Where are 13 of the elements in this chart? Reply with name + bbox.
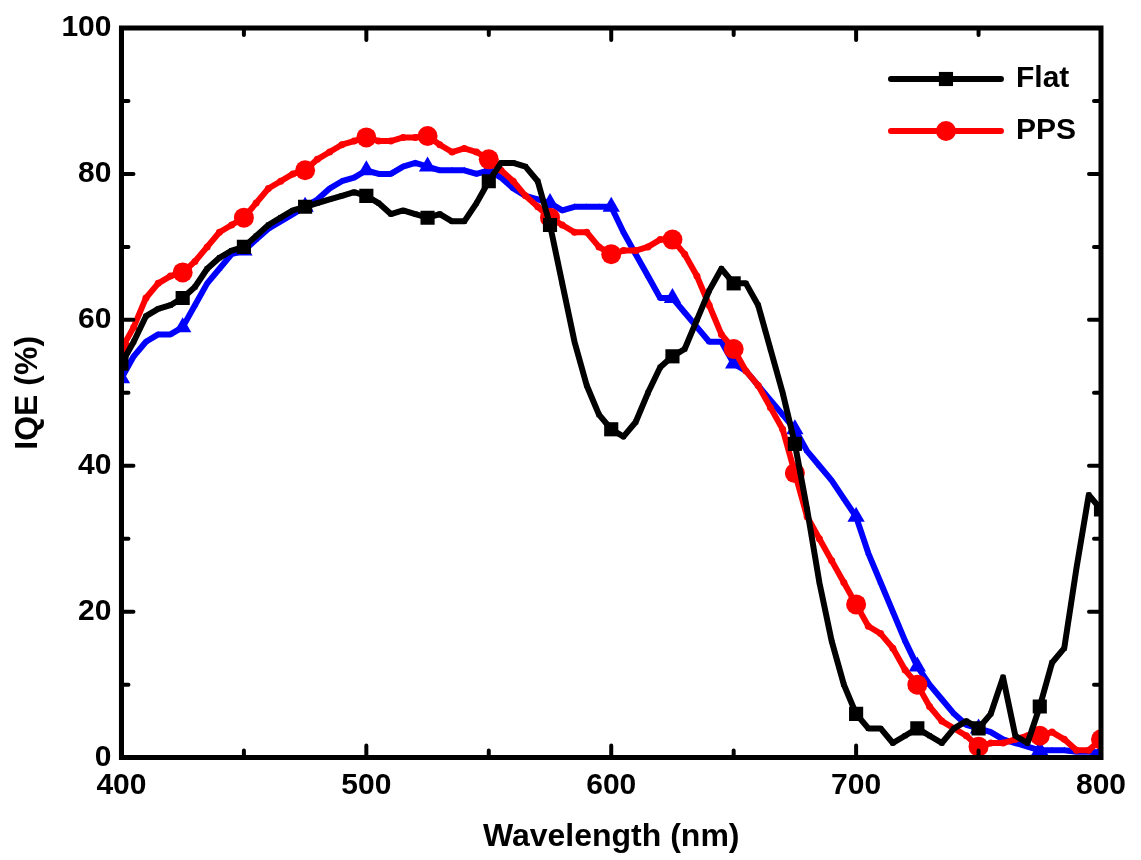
legend-label: PPS [1015, 112, 1076, 146]
y-tick-label: 60 [78, 301, 112, 335]
y-axis-title: IQE (%) [8, 335, 45, 450]
y-tick-label: 100 [61, 9, 112, 43]
legend-label: Flat [1015, 60, 1070, 94]
y-tick-label: 40 [78, 447, 112, 481]
x-tick-label: 800 [1075, 766, 1127, 800]
y-tick-label: 20 [78, 592, 112, 626]
x-tick-label: 500 [341, 766, 392, 800]
x-tick-label: 700 [831, 766, 882, 800]
x-axis-title: Wavelength (nm) [482, 816, 740, 853]
y-tick-label: 80 [78, 155, 112, 189]
x-tick-label: 600 [586, 766, 637, 800]
